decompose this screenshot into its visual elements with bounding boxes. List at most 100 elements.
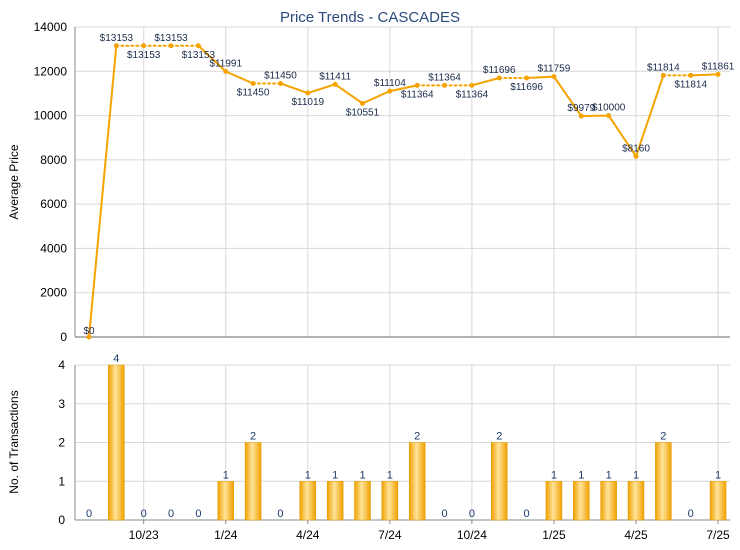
price-point (141, 43, 147, 49)
transaction-count-label: 1 (359, 469, 365, 481)
transaction-bar (244, 442, 262, 521)
price-point (305, 90, 311, 96)
price-line-segment (388, 84, 419, 93)
price-data-label: $11991 (209, 58, 242, 69)
price-point (250, 80, 256, 86)
transaction-bar (491, 442, 508, 521)
price-line-segment (635, 74, 665, 158)
transactions-axes: 0 1 2 3 4 (58, 358, 730, 527)
price-labels: $0$13153$13153$13153$13153$11991$11450$1… (83, 33, 734, 337)
price-point (551, 74, 557, 80)
transactions-y-tick-label: 4 (58, 358, 65, 372)
transaction-count-label: 1 (305, 469, 311, 481)
price-data-label: $13153 (100, 33, 134, 44)
x-axis-ticks: 10/23 1/24 4/24 7/24 10/24 1/25 4/25 7/25 (129, 520, 730, 542)
transaction-bar (108, 364, 125, 521)
transaction-bars (108, 364, 727, 521)
price-data-label: $10551 (346, 107, 380, 118)
transaction-count-label: 0 (168, 508, 174, 520)
price-data-label: $11759 (538, 64, 571, 75)
price-data-label: $11364 (428, 72, 461, 83)
price-point (387, 88, 393, 94)
price-line-segment (279, 82, 309, 95)
transaction-bar (655, 442, 672, 521)
transaction-bar (354, 481, 371, 521)
transactions-y-tick-label: 3 (58, 397, 65, 411)
price-data-label: $11104 (374, 78, 406, 89)
price-line-segment (689, 73, 720, 77)
price-data-label: $11696 (483, 65, 516, 76)
transaction-count-label: 1 (715, 469, 721, 481)
transactions-y-tick-label: 2 (58, 436, 65, 450)
price-point (578, 113, 584, 119)
price-point (496, 75, 502, 81)
price-point (223, 68, 229, 74)
price-point (195, 43, 201, 49)
price-axes: 0 2000 4000 6000 8000 10000 12000 14000 (34, 20, 730, 344)
price-point (715, 71, 721, 77)
transaction-count-label: 4 (113, 353, 119, 365)
price-data-label: $11814 (647, 62, 680, 73)
transaction-bar (573, 481, 590, 521)
transaction-bar (709, 481, 727, 521)
transaction-count-label: 2 (660, 431, 666, 443)
price-data-label: $13153 (154, 33, 188, 44)
price-point (86, 334, 92, 340)
price-line-segment (470, 77, 501, 87)
x-tick-label: 10/23 (129, 528, 159, 542)
transaction-count-label: 1 (223, 469, 229, 481)
price-line-segment (306, 83, 337, 95)
price-y-tick-label: 8000 (40, 153, 67, 167)
price-line-segment (197, 44, 227, 73)
transaction-count-label: 1 (332, 469, 338, 481)
transaction-count-label: 2 (250, 431, 256, 443)
price-point (442, 82, 448, 88)
price-point (168, 43, 174, 49)
price-point (606, 113, 612, 119)
price-data-label: $13153 (182, 50, 216, 61)
price-line-segment (552, 75, 583, 118)
transaction-bar (326, 481, 344, 521)
price-point (360, 100, 365, 106)
x-tick-label: 7/25 (706, 528, 730, 542)
price-point (469, 82, 475, 88)
price-line-segment (525, 75, 555, 80)
transaction-count-label: 0 (277, 508, 283, 520)
price-data-label: $11364 (401, 89, 434, 100)
x-tick-label: 1/24 (214, 528, 238, 542)
price-point (332, 81, 338, 87)
price-y-tick-label: 2000 (40, 286, 67, 300)
transaction-count-label: 1 (551, 469, 557, 481)
transaction-bar (299, 481, 317, 521)
price-line-segment (224, 70, 255, 85)
price-data-label: $11364 (456, 89, 489, 100)
price-point (113, 43, 119, 49)
price-point (414, 82, 420, 88)
transaction-count-label: 0 (141, 508, 147, 520)
transaction-count-label: 2 (414, 431, 420, 443)
chart-title: Price Trends - CASCADES (280, 9, 460, 26)
price-grid (75, 26, 730, 338)
transaction-count-label: 0 (688, 508, 694, 520)
price-data-label: $8160 (622, 143, 650, 154)
transaction-labels: 0 4 0 0 0 1 2 0 1 1 1 1 2 0 0 2 0 1 1 1 1 2 0 1 (86, 353, 721, 520)
price-points (86, 43, 721, 340)
price-y-tick-label: 6000 (40, 197, 67, 211)
price-data-label: $0 (83, 326, 95, 337)
price-line-segment (361, 90, 391, 105)
price-line-segment (88, 44, 118, 338)
price-y-axis-label: Average Price (7, 144, 21, 219)
price-data-label: $11450 (237, 87, 270, 98)
transaction-bar (545, 481, 563, 521)
price-y-tick-label: 10000 (34, 109, 68, 123)
price-point (633, 153, 639, 159)
transaction-count-label: 0 (441, 508, 447, 520)
transaction-bar (408, 442, 426, 521)
price-data-label: $13153 (127, 50, 161, 61)
transaction-count-label: 1 (578, 469, 584, 481)
transaction-count-label: 0 (86, 508, 92, 520)
price-point (524, 75, 530, 81)
price-line (88, 44, 720, 338)
price-line-segment (334, 83, 364, 105)
